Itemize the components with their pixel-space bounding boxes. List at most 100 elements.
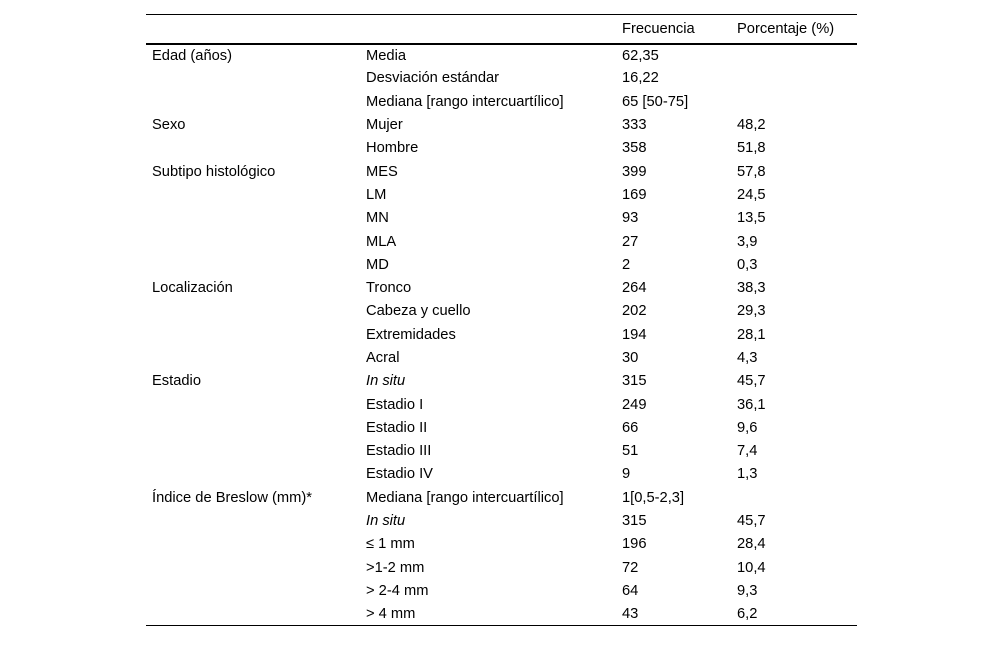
summary-table: Frecuencia Porcentaje (%) Edad (años) Med… [146, 14, 857, 627]
cell-frequency: 194 [622, 326, 647, 343]
cell-label: MLA [366, 233, 397, 250]
cell-percentage: 38,3 [737, 280, 766, 297]
cell-percentage: 29,3 [737, 303, 766, 320]
cell-frequency: 399 [622, 163, 647, 180]
cell-label: Estadio IV [366, 466, 433, 483]
cell-label: Estadio I [366, 396, 424, 413]
table-row: Estadio II 66 9,6 [146, 416, 857, 439]
table-row: MN 93 13,5 [146, 207, 857, 230]
cell-category: Localización [152, 280, 233, 297]
cell-frequency: 65 [50-75] [622, 93, 689, 110]
cell-category [146, 137, 360, 160]
table-row: Hombre 358 51,8 [146, 137, 857, 160]
cell-frequency: 169 [622, 186, 647, 203]
header-label [360, 14, 616, 45]
cell-label: ≤ 1 mm [366, 536, 415, 553]
table-row: Estadio I 249 36,1 [146, 393, 857, 416]
cell-category [146, 323, 360, 346]
cell-percentage: 28,4 [737, 536, 766, 553]
cell-percentage: 57,8 [737, 163, 766, 180]
header-frequency: Frecuencia [616, 14, 731, 45]
cell-label: > 4 mm [366, 606, 416, 623]
table-row: Desviación estándar 16,22 [146, 67, 857, 90]
cell-category [146, 207, 360, 230]
cell-label: Hombre [366, 140, 419, 157]
cell-percentage: 10,4 [737, 559, 766, 576]
cell-frequency: 264 [622, 280, 647, 297]
cell-label: Mujer [366, 117, 403, 134]
cell-percentage: 1,3 [737, 466, 758, 483]
cell-frequency: 66 [622, 419, 639, 436]
table-row: Índice de Breslow (mm)* Mediana [rango in… [146, 486, 857, 509]
header-row: Frecuencia Porcentaje (%) [146, 14, 857, 45]
cell-frequency: 30 [622, 350, 639, 366]
cell-label: Estadio II [366, 419, 428, 436]
cell-frequency: 64 [622, 582, 639, 599]
cell-category [146, 67, 360, 90]
cell-label: In situ [366, 513, 406, 530]
cell-label: Cabeza y cuello [366, 303, 471, 320]
cell-category [146, 440, 360, 463]
table-body: Edad (años) Media 62,35 Desviación estándar… [146, 44, 857, 626]
cell-percentage: 9,6 [737, 419, 758, 436]
cell-frequency: 93 [622, 210, 639, 227]
cell-category: Estadio [152, 373, 201, 390]
cell-percentage: 48,2 [737, 117, 766, 134]
cell-category [146, 183, 360, 206]
cell-merged-value: 16,22 [622, 70, 659, 87]
cell-category [146, 416, 360, 439]
cell-label: Mediana [rango intercuartílico] [366, 489, 564, 506]
cell-category: Edad (años) [152, 47, 233, 64]
cell-category [146, 253, 360, 276]
cell-category [146, 230, 360, 253]
cell-frequency: 9 [622, 466, 631, 483]
table-row: > 2-4 mm 64 9,3 [146, 579, 857, 602]
table-row: Edad (años) Media 62,35 [146, 44, 857, 67]
cell-category [146, 393, 360, 416]
table-row: LM 169 24,5 [146, 183, 857, 206]
table-row: Subtipo histológico MES 399 57,8 [146, 160, 857, 183]
table-row: Localización Tronco 264 38,3 [146, 276, 857, 299]
cell-percentage [731, 90, 857, 113]
cell-frequency: 249 [622, 396, 647, 413]
table-row: Estadio IV 9 1,3 [146, 463, 857, 486]
cell-percentage: 28,1 [737, 326, 766, 343]
cell-label: MES [366, 163, 398, 180]
cell-category [146, 556, 360, 579]
cell-label: MN [366, 210, 389, 227]
table-row: In situ 315 45,7 [146, 509, 857, 532]
table-row: > 4 mm 43 6,2 [146, 603, 857, 626]
cell-category: Índice de Breslow (mm)* [152, 489, 312, 506]
cell-category [146, 346, 360, 369]
cell-frequency: 202 [622, 303, 647, 320]
cell-frequency: 2 [622, 256, 631, 273]
table-row: MD 2 0,3 [146, 253, 857, 276]
cell-category [146, 90, 360, 113]
table-header: Frecuencia Porcentaje (%) [146, 14, 857, 45]
table-row: Extremidades 194 28,1 [146, 323, 857, 346]
table-row: Cabeza y cuello 202 29,3 [146, 300, 857, 323]
cell-percentage: 6,2 [737, 606, 758, 623]
cell-label: Estadio III [366, 443, 432, 460]
cell-frequency: 43 [622, 606, 639, 623]
cell-frequency: 27 [622, 233, 639, 250]
cell-label: Desviación estándar [366, 70, 500, 87]
cell-category: Subtipo histológico [152, 163, 276, 180]
cell-percentage: 45,7 [737, 373, 766, 390]
cell-label: Media [366, 47, 407, 64]
cell-label: > 2-4 mm [366, 582, 429, 599]
table-row: Estadio In situ 315 45,7 [146, 370, 857, 393]
header-percentage: Porcentaje (%) [731, 14, 857, 45]
cell-label: In situ [366, 373, 406, 390]
cell-frequency: 315 [622, 373, 647, 390]
cell-label: MD [366, 256, 389, 273]
cell-category [146, 463, 360, 486]
table-row: >1-2 mm 72 10,4 [146, 556, 857, 579]
cell-category: Sexo [152, 117, 186, 134]
cell-label: Acral [366, 350, 400, 366]
cell-percentage [731, 486, 857, 509]
cell-frequency: 1[0,5-2,3] [622, 489, 685, 506]
cell-percentage: 51,8 [737, 140, 766, 157]
cell-percentage: 4,3 [737, 350, 758, 366]
header-category [146, 14, 360, 45]
